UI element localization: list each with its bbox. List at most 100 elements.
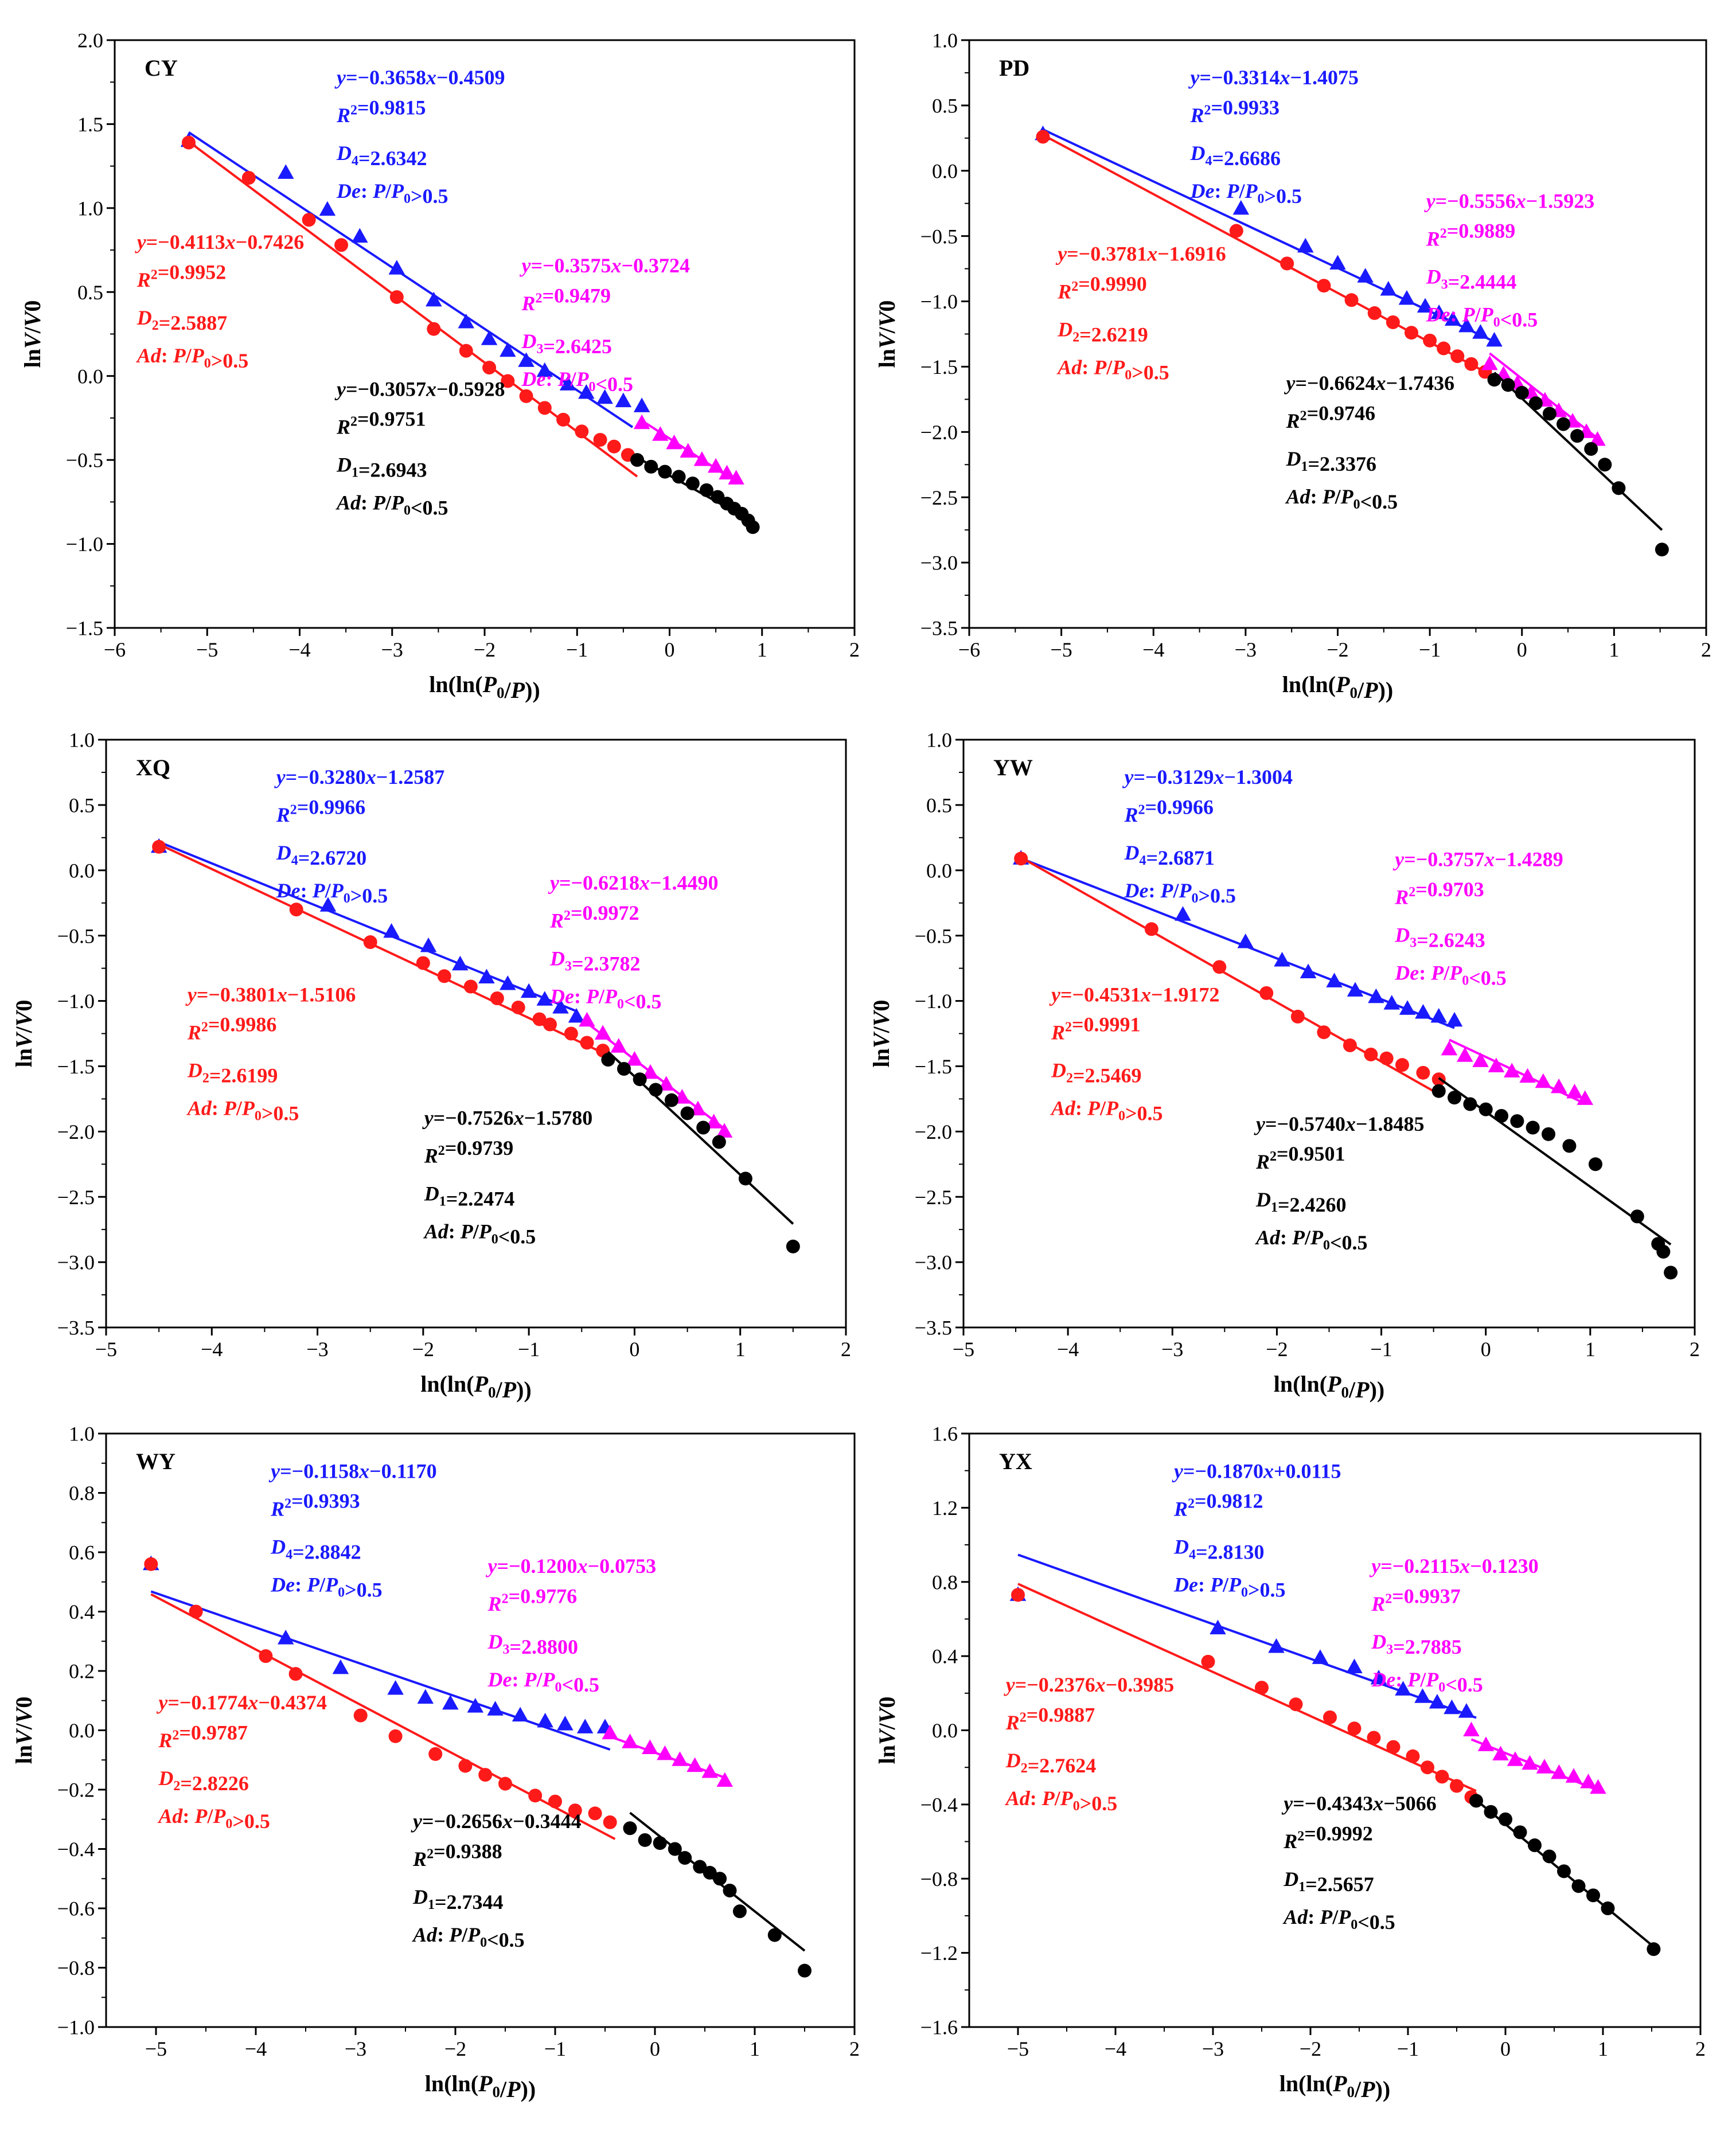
data-point (1421, 1760, 1434, 1775)
data-point (302, 213, 316, 227)
data-point (1437, 341, 1451, 356)
series-red: y=−0.2376x−0.3985 R2=0.9887 D2=2.7624 Ad: P… (1004, 1583, 1478, 1815)
y-tick-label: −1.6 (920, 2016, 958, 2039)
data-point (1367, 1731, 1381, 1745)
x-tick-label: −5 (1007, 2037, 1029, 2060)
equation-line: Ad: P/P0>0.5 (136, 344, 249, 372)
y-tick-label: −2.5 (915, 1186, 952, 1209)
data-point (668, 1842, 682, 1856)
equation-line: D2=2.6199 (187, 1059, 278, 1087)
equation-line: De: P/P0>0.5 (270, 1573, 383, 1601)
y-tick-label: 0.0 (69, 859, 95, 882)
x-tick-label: −3 (345, 2037, 366, 2060)
data-point (478, 1768, 493, 1782)
data-point (556, 412, 571, 427)
x-tick-label: −4 (288, 638, 310, 661)
equation-line: D3=2.8800 (487, 1630, 579, 1658)
data-point (657, 1745, 673, 1760)
y-tick-label: 1.2 (932, 1497, 958, 1520)
data-point (1344, 293, 1359, 307)
x-tick-label: −5 (196, 638, 218, 661)
series-red: y=−0.3781x−1.6916 R2=0.9990 D2=2.6219 Ad: P… (1036, 130, 1492, 384)
y-axis-label: lnV/V0 (19, 300, 45, 368)
data-point (712, 1135, 726, 1149)
series-blue: y=−0.1158x−0.1170 R2=0.9393 D4=2.8842 De: P… (143, 1459, 614, 1751)
x-tick-label: −1 (566, 638, 588, 661)
data-point (701, 1763, 718, 1778)
panel-wy: −5 −4 −3 −2 −1 0 1 2 −1.0 −0.8 −0.6 −0.4 −0.2 0.0 0.2 0… (11, 1423, 860, 2102)
data-point (189, 1604, 203, 1619)
series-blue: y=−0.1870x+0.0115 R2=0.9812 D4=2.8130 De: P… (1009, 1459, 1477, 1719)
y-tick-label: −1.5 (66, 617, 103, 640)
equation-line: Ad: P/P0>0.5 (1005, 1787, 1118, 1815)
equation-line: y=−0.3781x−1.6916 (1055, 243, 1226, 265)
x-tick-label: −4 (201, 1338, 223, 1361)
data-point (1557, 1864, 1571, 1879)
x-tick-label: −3 (1235, 638, 1257, 661)
data-point (1463, 1721, 1480, 1736)
equation-line: y=−0.3757x−1.4289 (1392, 848, 1563, 871)
data-point (548, 1794, 562, 1809)
equation-line: R2=0.9933 (1190, 96, 1280, 127)
data-point (693, 451, 711, 466)
data-point (1445, 311, 1461, 326)
equation-line: y=−0.5740x−1.8485 (1254, 1112, 1425, 1135)
y-tick-label: −0.4 (57, 1838, 95, 1861)
data-point (1289, 1697, 1303, 1712)
data-point (1300, 963, 1317, 978)
data-point (723, 1883, 737, 1897)
panel-yx: −5 −4 −3 −2 −1 0 1 2 −1.6 −1.2 −0.8 −0.4 0.0 0.4 0.8 1.… (874, 1423, 1706, 2102)
data-point (638, 1833, 652, 1847)
data-point (1584, 442, 1598, 456)
data-point (1655, 542, 1669, 557)
data-point (658, 464, 672, 479)
data-point (703, 1865, 717, 1880)
data-point (1550, 1078, 1567, 1094)
y-tick-label: 1.0 (77, 197, 103, 220)
data-point (719, 464, 735, 480)
data-point (786, 1239, 800, 1253)
equation-line: De: P/P0>0.5 (1173, 1573, 1286, 1601)
data-point (458, 1759, 473, 1773)
data-point (578, 384, 595, 399)
equation-line: y=−0.2376x−0.3985 (1004, 1673, 1175, 1696)
data-point (633, 1072, 647, 1087)
data-point (1484, 1805, 1498, 1819)
data-point (579, 1012, 595, 1027)
y-axis-label: lnV/V0 (11, 1697, 37, 1764)
data-point (644, 459, 658, 474)
equation-line: De: P/P0>0.5 (1124, 879, 1236, 907)
data-point (1430, 1007, 1447, 1023)
data-point (363, 935, 377, 950)
y-tick-label: 1.0 (932, 29, 958, 52)
data-point (1601, 1901, 1615, 1915)
equation-line: Ad: P/P0<0.5 (423, 1220, 536, 1248)
data-point (459, 343, 473, 358)
data-point (1414, 1688, 1431, 1703)
data-point (603, 1815, 617, 1829)
data-point (520, 983, 537, 998)
x-tick-label: 1 (1598, 2037, 1608, 2060)
data-point (696, 1120, 711, 1135)
data-point (1487, 373, 1501, 387)
equation-line: D1=2.6943 (336, 453, 427, 481)
panel-title: WY (136, 1448, 175, 1474)
data-point (1036, 130, 1050, 144)
data-point (1274, 951, 1290, 967)
equation-line: D3=2.6243 (1394, 924, 1485, 952)
data-point (705, 1114, 722, 1128)
y-tick-label: −1.5 (920, 356, 958, 378)
x-tick-label: −3 (1161, 1338, 1183, 1361)
panel-title: YX (999, 1448, 1032, 1474)
x-axis-label: ln(ln(P0/P)) (429, 671, 540, 703)
data-point (568, 1007, 585, 1023)
data-point (500, 975, 516, 990)
equation-line: R2=0.9966 (276, 795, 366, 826)
y-tick-label: −0.2 (57, 1779, 95, 1802)
data-point (278, 164, 294, 179)
equation-line: Ad: P/P0>0.5 (157, 1805, 270, 1833)
y-tick-label: −3.0 (57, 1251, 95, 1274)
equation-line: De: P/P0<0.5 (521, 368, 634, 396)
x-tick-label: −3 (381, 638, 403, 661)
data-point (593, 433, 607, 447)
